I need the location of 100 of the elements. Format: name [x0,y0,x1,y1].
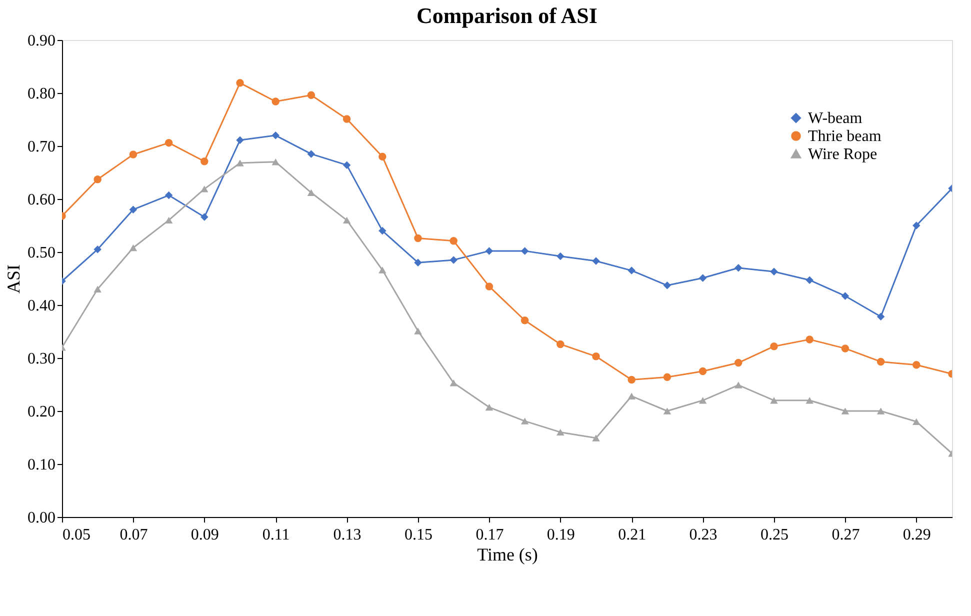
point [378,266,386,274]
point [414,258,422,266]
point [806,397,814,404]
point [414,234,422,242]
point [876,408,885,414]
point [663,282,672,290]
point [770,268,778,276]
point [164,216,173,224]
point [450,380,458,386]
point [520,418,529,424]
x-tick-label: 0.13 [333,526,362,544]
point [414,328,422,334]
y-axis-title: ASI [4,264,24,294]
point [734,382,742,388]
x-tick-label: 0.05 [62,526,90,544]
point [236,79,244,87]
point [342,161,351,169]
y-tick-label: 0.20 [28,404,56,420]
point [556,428,564,436]
point [556,252,564,260]
point [94,286,102,292]
point [164,191,173,200]
point [129,150,138,158]
y-tick-label: 0.90 [28,32,56,50]
point [841,408,850,414]
legend-label: Thrie beam [808,128,882,145]
point [663,408,672,414]
point [307,91,316,99]
y-tick-label: 0.70 [28,138,56,156]
chart-title: Comparison of ASI [416,3,598,28]
point [485,282,494,290]
point [912,222,920,230]
point [628,392,636,400]
point [734,358,742,367]
point [876,312,885,321]
point [200,186,208,192]
point [841,344,850,352]
y-tick-label: 0.30 [28,350,56,368]
point [307,189,316,196]
point [628,376,636,384]
y-tick-label: 0.80 [28,86,56,102]
point [770,397,778,404]
point [520,316,529,324]
y-tick-label: 0.00 [28,510,56,526]
point [450,237,458,245]
point [129,206,138,214]
x-tick-label: 0.29 [902,526,931,544]
legend-label: Wire Rope [808,146,878,163]
x-axis-title: Time (s) [477,544,538,564]
point [841,292,850,300]
y-tick-label: 0.50 [28,244,56,262]
point [236,160,244,166]
point [94,176,102,184]
point [592,352,600,360]
point [698,274,707,282]
point [520,247,529,255]
point [164,138,173,147]
x-tick-label: 0.11 [262,526,290,544]
x-tick-label: 0.27 [832,526,860,544]
point [592,434,600,442]
point [876,358,885,366]
y-tick-label: 0.60 [28,192,56,208]
x-tick-label: 0.19 [546,526,575,544]
point [200,158,208,166]
point [272,132,280,140]
point [734,264,742,272]
point [698,367,707,376]
point [236,136,244,144]
point [556,340,564,348]
point [272,158,280,166]
point [912,418,920,425]
point [806,336,814,344]
x-tick-label: 0.07 [120,526,148,544]
y-tick-label: 0.40 [28,298,56,314]
point [912,361,920,369]
point [378,226,386,235]
point [94,245,102,254]
x-tick-label: 0.21 [618,526,646,544]
point [342,115,351,123]
point [770,342,778,350]
legend-label: W-beam [808,110,863,127]
x-tick-label: 0.25 [760,526,788,544]
point [628,266,636,274]
point [342,216,351,224]
x-tick-label: 0.09 [190,526,219,544]
point [806,276,814,284]
point [450,256,458,264]
point [200,213,208,221]
point [698,397,707,404]
point [485,247,494,255]
y-tick-label: 0.10 [28,456,56,474]
x-tick-label: 0.15 [404,526,432,544]
point [485,404,494,411]
point [307,150,316,158]
x-tick-label: 0.17 [476,526,504,544]
x-tick-label: 0.23 [689,526,718,544]
point [663,373,672,381]
point [129,244,138,252]
point [378,152,386,160]
point [592,257,600,265]
